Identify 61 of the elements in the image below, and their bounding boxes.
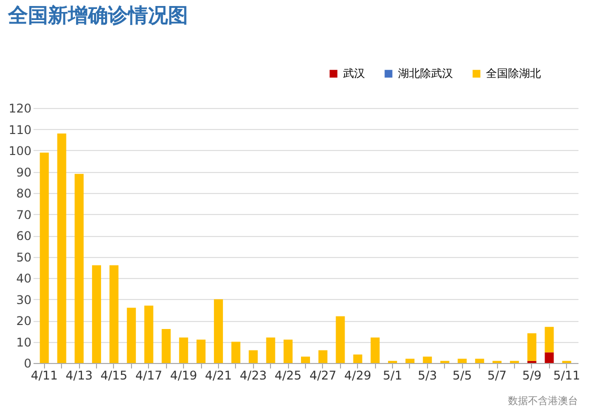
y-tick-label: 30 bbox=[16, 292, 32, 307]
x-tick-label: 4/13 bbox=[66, 368, 93, 382]
x-tick-label: 5/11 bbox=[553, 368, 580, 382]
y-tick-label: 80 bbox=[16, 186, 32, 200]
x-tick-label: 4/21 bbox=[204, 368, 232, 382]
bar bbox=[248, 350, 258, 363]
legend-label: 湖北除武汉 bbox=[398, 66, 453, 80]
y-tick-label: 100 bbox=[8, 144, 32, 158]
chart-title: 全国新增确诊情况图 bbox=[7, 3, 188, 27]
bar bbox=[318, 350, 328, 363]
bar bbox=[92, 265, 102, 363]
y-tick-label: 70 bbox=[16, 208, 32, 222]
x-tick-label: 4/27 bbox=[309, 368, 336, 382]
y-tick-label: 90 bbox=[16, 165, 32, 180]
x-tick-label: 4/17 bbox=[135, 368, 162, 382]
bar bbox=[405, 358, 414, 363]
x-tick-label: 4/29 bbox=[344, 368, 372, 382]
bar bbox=[301, 356, 310, 363]
y-tick-label: 40 bbox=[16, 272, 32, 286]
bar bbox=[196, 340, 206, 363]
bar bbox=[266, 338, 276, 363]
bar bbox=[231, 342, 240, 363]
bar bbox=[162, 329, 171, 363]
bar bbox=[475, 358, 484, 363]
bar bbox=[544, 326, 554, 352]
x-tick-label: 5/9 bbox=[522, 368, 542, 382]
bar bbox=[144, 306, 154, 363]
bar bbox=[544, 352, 554, 363]
bar bbox=[126, 308, 136, 363]
legend-label: 武汉 bbox=[343, 66, 365, 80]
bar bbox=[40, 152, 49, 363]
y-tick-label: 10 bbox=[16, 335, 32, 350]
text: 数据不含港澳台 bbox=[508, 395, 578, 406]
bar bbox=[422, 356, 432, 363]
x-tick-label: 5/5 bbox=[452, 368, 472, 382]
bar bbox=[370, 338, 380, 363]
bar bbox=[74, 174, 84, 363]
bar bbox=[336, 316, 345, 363]
bar bbox=[109, 265, 118, 363]
y-tick-label: 60 bbox=[16, 229, 32, 243]
bar bbox=[284, 340, 293, 363]
bar bbox=[179, 338, 188, 363]
bar bbox=[458, 358, 467, 363]
y-tick-label: 110 bbox=[8, 122, 32, 137]
y-tick-label: 0 bbox=[24, 356, 32, 370]
y-tick-label: 120 bbox=[8, 102, 32, 116]
legend-label: 全国除湖北 bbox=[486, 66, 541, 80]
y-tick-label: 50 bbox=[16, 250, 32, 264]
bar bbox=[214, 299, 223, 363]
bar bbox=[57, 134, 66, 363]
x-tick-label: 4/25 bbox=[274, 368, 302, 382]
x-tick-label: 4/23 bbox=[240, 368, 267, 382]
x-tick-label: 5/1 bbox=[382, 368, 402, 382]
y-tick-label: 20 bbox=[16, 314, 32, 328]
bar bbox=[527, 333, 536, 361]
x-tick-label: 4/15 bbox=[100, 368, 128, 382]
x-tick-label: 5/3 bbox=[418, 368, 438, 382]
x-tick-label: 4/11 bbox=[30, 368, 58, 382]
x-tick-label: 5/7 bbox=[487, 368, 507, 382]
x-tick-label: 4/19 bbox=[170, 368, 198, 382]
bar bbox=[353, 354, 362, 363]
